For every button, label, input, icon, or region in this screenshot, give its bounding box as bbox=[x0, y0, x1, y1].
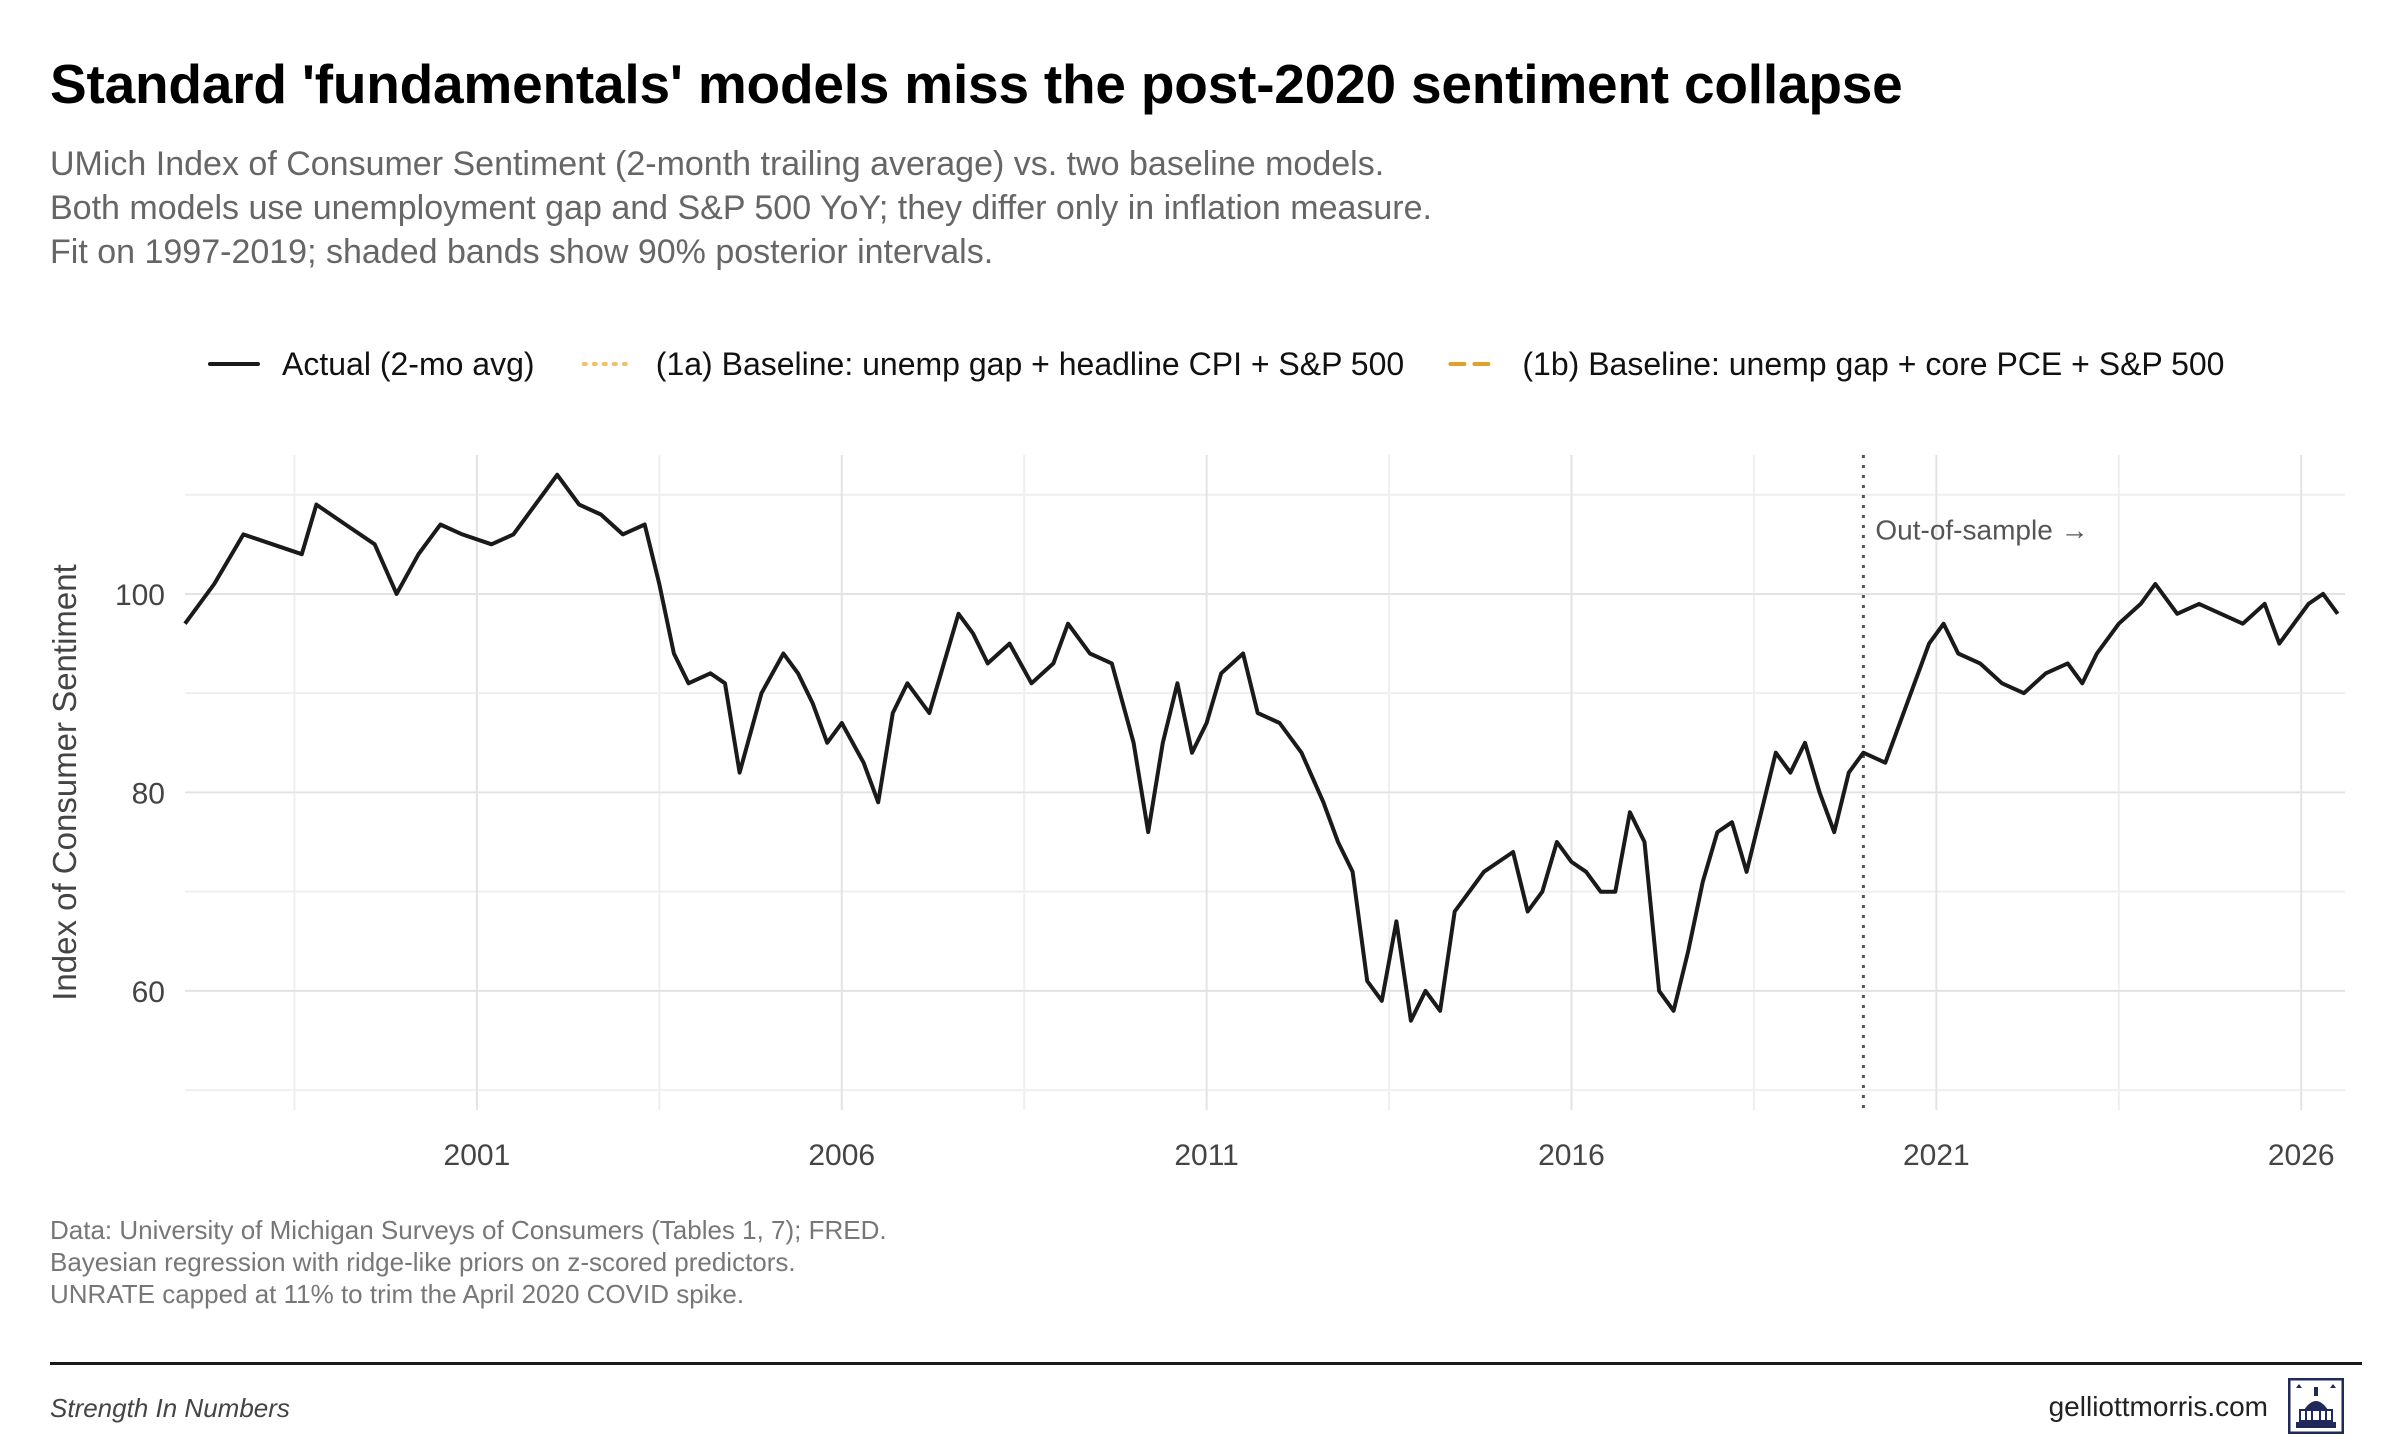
legend-item: (1a) Baseline: unemp gap + headline CPI … bbox=[581, 346, 1404, 382]
caption-line: Bayesian regression with ridge-like prio… bbox=[50, 1247, 796, 1277]
x-tick-label: 2016 bbox=[1538, 1139, 1605, 1172]
caption-line: Data: University of Michigan Surveys of … bbox=[50, 1215, 887, 1245]
x-tick-label: 2001 bbox=[444, 1139, 511, 1172]
legend-item: Actual (2-mo avg) bbox=[208, 346, 535, 382]
website-link[interactable]: gelliottmorris.com bbox=[2048, 1391, 2268, 1422]
x-tick-label: 2011 bbox=[1174, 1139, 1239, 1172]
caption-line: UNRATE capped at 11% to trim the April 2… bbox=[50, 1279, 745, 1309]
subtitle-line: Both models use unemployment gap and S&P… bbox=[50, 189, 1432, 227]
y-axis-label: Index of Consumer Sentiment bbox=[46, 564, 83, 1001]
legend-label: (1a) Baseline: unemp gap + headline CPI … bbox=[656, 346, 1404, 382]
footer-divider bbox=[50, 1362, 2362, 1365]
subtitle-line: UMich Index of Consumer Sentiment (2-mon… bbox=[50, 145, 1385, 183]
y-tick-label: 80 bbox=[132, 777, 165, 810]
subtitle-line: Fit on 1997-2019; shaded bands show 90% … bbox=[50, 233, 994, 271]
legend-item: (1b) Baseline: unemp gap + core PCE + S&… bbox=[1448, 346, 2224, 382]
legend-label: Actual (2-mo avg) bbox=[282, 346, 535, 382]
y-tick-label: 100 bbox=[115, 579, 165, 612]
y-tick-label: 60 bbox=[132, 976, 165, 1009]
chart-title: Standard 'fundamentals' models miss the … bbox=[50, 53, 1903, 115]
legend-label: (1b) Baseline: unemp gap + core PCE + S&… bbox=[1522, 346, 2224, 382]
x-tick-label: 2021 bbox=[1903, 1139, 1970, 1172]
x-tick-label: 2026 bbox=[2268, 1139, 2335, 1172]
data-caption: Data: University of Michigan Surveys of … bbox=[50, 1214, 887, 1310]
series-line-actual bbox=[183, 472, 2340, 1023]
out-of-sample-label: Out-of-sample → bbox=[1875, 514, 2088, 545]
x-tick-label: 2006 bbox=[808, 1139, 875, 1172]
chart-subtitle: UMich Index of Consumer Sentiment (2-mon… bbox=[50, 142, 1432, 274]
capitol-dome-icon bbox=[2288, 1378, 2344, 1434]
brand-name: Strength In Numbers bbox=[50, 1393, 290, 1423]
